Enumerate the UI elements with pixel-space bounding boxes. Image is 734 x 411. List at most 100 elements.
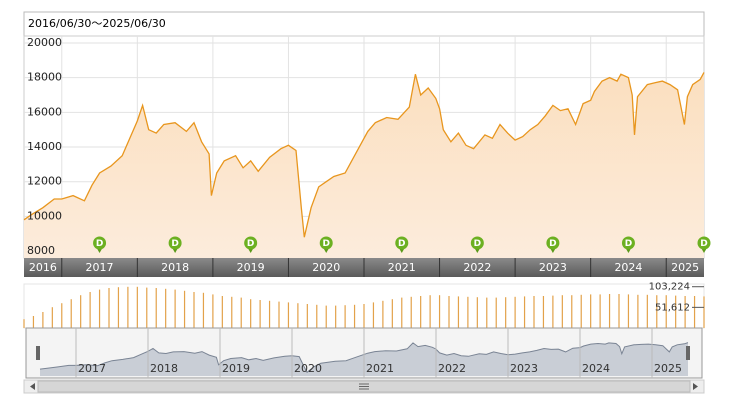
dividend-dot [470, 236, 484, 250]
volume-bar [353, 304, 356, 328]
y-tick-label: 18000 [27, 71, 62, 84]
volume-bar [382, 300, 384, 328]
x-tick-label: 2020 [312, 261, 340, 274]
volume-bar [608, 294, 611, 328]
navigator-tick-label: 2020 [294, 362, 322, 375]
volume-bar [599, 294, 601, 328]
volume-bar [61, 303, 63, 328]
volume-bar [212, 294, 214, 328]
dividend-marker: D [697, 236, 711, 253]
volume-bar [571, 295, 573, 328]
volume-bar [457, 296, 460, 328]
volume-bar [363, 304, 365, 328]
x-tick-label: 2016 [29, 261, 57, 274]
y-tick-label: 12000 [27, 175, 62, 188]
navigator-tick-label: 2025 [654, 362, 682, 375]
y-tick-label: 8000 [27, 244, 55, 257]
volume-bar [523, 296, 526, 328]
volume-bar [410, 296, 412, 328]
navigator-tick-label: 2018 [150, 362, 178, 375]
price-area [24, 72, 704, 259]
volume-bar [23, 319, 25, 328]
volume-bar [420, 296, 422, 328]
volume-bar [259, 300, 261, 328]
dividend-dot [168, 236, 182, 250]
volume-tick-label: 103,224 [649, 282, 690, 293]
volume-bar [98, 289, 101, 328]
dividend-dot [319, 236, 333, 250]
volume-bar [486, 297, 488, 328]
volume-bar [335, 305, 337, 328]
scroll-grip [359, 383, 369, 390]
volume-bar [637, 294, 639, 328]
scroll-right-arrow[interactable] [693, 383, 698, 390]
volume-bar [221, 296, 223, 328]
navigator-tick-label: 2022 [438, 362, 466, 375]
price-line [23, 72, 705, 238]
x-tick-label: 2022 [463, 261, 491, 274]
dividend-label: D [625, 239, 632, 249]
x-tick-label: 2017 [86, 261, 114, 274]
dividend-dot [244, 236, 258, 250]
volume-bar [297, 303, 299, 328]
volume-bar [665, 295, 667, 328]
volume-bar [580, 294, 582, 328]
x-tick-label: 2018 [161, 261, 189, 274]
dividend-dot [697, 236, 711, 250]
volume-bar [136, 286, 138, 328]
y-tick-label: 20000 [27, 36, 62, 49]
dividend-dot [621, 236, 635, 250]
volume-bar [391, 299, 393, 328]
volume-bar [561, 295, 563, 328]
volume-bar [325, 305, 327, 328]
volume-bar [306, 304, 308, 328]
navigator-tick-label: 2023 [510, 362, 538, 375]
x-tick-label: 2025 [671, 261, 699, 274]
volume-bar [495, 297, 497, 328]
header-title: 2016/06/30～2025/06/30 [28, 17, 166, 30]
nav-handle-right[interactable] [686, 346, 690, 360]
volume-bar [174, 289, 176, 328]
volume-bar [703, 296, 705, 328]
volume-bar [542, 296, 545, 328]
navigator-tick-label: 2024 [582, 362, 610, 375]
scroll-left-arrow[interactable] [30, 383, 35, 390]
volume-tick-label: 51,612 [655, 302, 690, 313]
navigator-tick-label: 2021 [366, 362, 394, 375]
volume-bar [429, 295, 431, 328]
volume-bar [505, 297, 507, 328]
volume-bar [202, 292, 205, 328]
volume-bar [108, 288, 110, 328]
dividend-label: D [171, 239, 178, 249]
dividend-label: D [322, 239, 329, 249]
dividend-dot [546, 236, 560, 250]
navigator-tick-label: 2017 [78, 362, 106, 375]
dividend-label: D [398, 239, 405, 249]
dividend-marker: D [168, 236, 182, 253]
volume-bar [675, 295, 677, 328]
x-axis-labels: 2016 2017 2018 2019 2020 2021 2022 2023 2024 2025 [29, 258, 699, 277]
volume-bar [693, 296, 696, 328]
volume-plot: 51,612 103,224 [23, 282, 705, 328]
nav-handle-left[interactable] [36, 346, 40, 360]
volume-bar [656, 295, 658, 328]
dividend-marker: D [93, 236, 107, 253]
volume-bar [476, 297, 478, 328]
volume-bar [89, 292, 91, 328]
volume-bar [533, 296, 535, 328]
y-tick-label: 16000 [27, 105, 62, 118]
volume-bar [372, 302, 375, 328]
volume-bar [401, 297, 403, 328]
volume-bar [51, 307, 53, 328]
volume-bar [514, 296, 516, 328]
volume-bar [193, 292, 195, 328]
volume-bar [32, 316, 35, 328]
volume-bar [268, 300, 271, 328]
navigator: 2017 2018 2019 2020 2021 2022 2023 2024 2025 [39, 328, 689, 378]
dividend-marker: D [395, 236, 409, 253]
dividend-marker: D [621, 236, 635, 253]
dividend-label: D [247, 239, 254, 249]
x-tick-label: 2019 [237, 261, 265, 274]
dividend-marker: D [470, 236, 484, 253]
